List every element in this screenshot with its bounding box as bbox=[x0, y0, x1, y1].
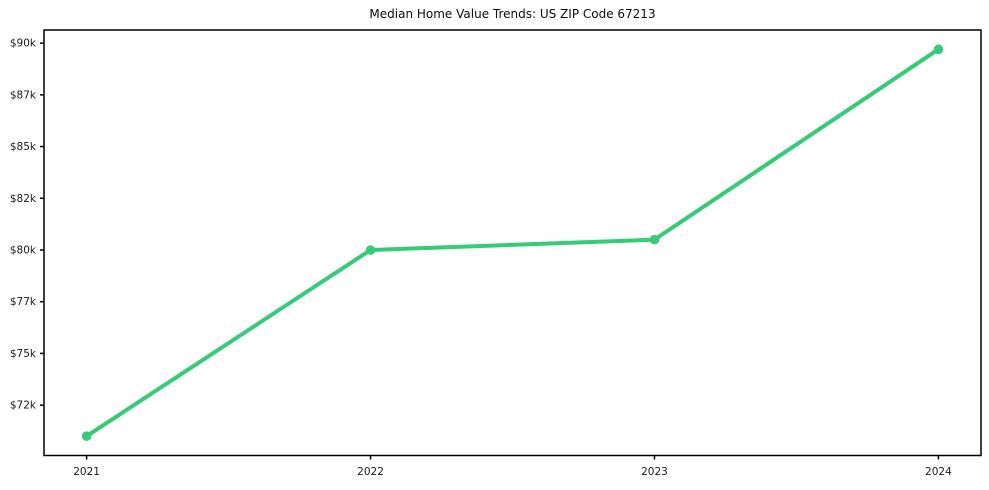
x-tick-label: 2023 bbox=[641, 466, 668, 478]
data-point bbox=[81, 431, 92, 441]
x-tick-label: 2021 bbox=[73, 466, 100, 478]
y-axis-ticks: $72k $75k $77k $80k $82k $85k $87k $90k bbox=[10, 38, 44, 412]
x-tick-label: 2022 bbox=[357, 466, 384, 478]
y-tick-label: $90k bbox=[10, 38, 37, 50]
y-tick-label: $85k bbox=[10, 141, 37, 153]
y-tick-label: $80k bbox=[10, 244, 37, 256]
data-point bbox=[933, 44, 944, 55]
y-tick-label: $87k bbox=[10, 89, 37, 101]
x-tick-label: 2024 bbox=[925, 466, 952, 478]
trend-line-group bbox=[84, 47, 941, 439]
plot-border bbox=[43, 29, 982, 457]
chart-title: Median Home Value Trends: US ZIP Code 67… bbox=[369, 7, 656, 21]
data-point-group bbox=[81, 44, 944, 441]
data-point bbox=[649, 234, 660, 245]
y-tick-label: $72k bbox=[10, 400, 37, 412]
y-tick-label: $75k bbox=[10, 348, 37, 360]
data-point bbox=[365, 245, 376, 255]
y-tick-label: $77k bbox=[10, 296, 37, 308]
axes-spines bbox=[43, 29, 982, 457]
trend-line bbox=[84, 47, 941, 439]
x-axis-ticks: 2021 2022 2023 2024 bbox=[73, 455, 952, 478]
y-tick-label: $82k bbox=[10, 193, 37, 205]
